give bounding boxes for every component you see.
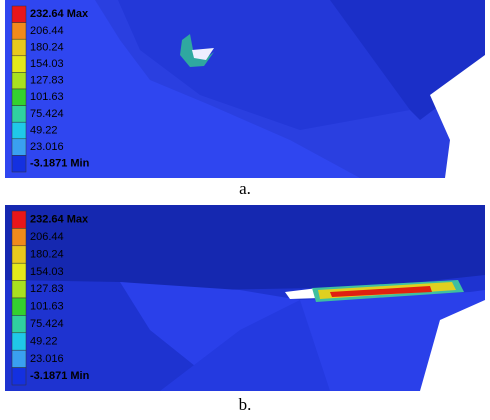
legend-label: 49.22 <box>30 124 58 136</box>
legend-swatch <box>12 23 26 40</box>
caption: b. <box>239 395 252 414</box>
legend-label: 232.64 Max <box>30 214 89 226</box>
legend-label: 49.22 <box>30 335 58 347</box>
legend-label: 75.424 <box>30 318 64 330</box>
panel-a-scene <box>5 0 485 178</box>
legend-swatch <box>12 333 26 350</box>
legend-label: 206.44 <box>30 25 64 37</box>
legend-label: -3.1871 Min <box>30 158 90 170</box>
legend-label: 180.24 <box>30 248 64 260</box>
legend-swatch <box>12 263 26 280</box>
legend-swatch <box>12 298 26 315</box>
legend-label: 23.016 <box>30 141 64 153</box>
panel-b-scene <box>5 205 485 391</box>
legend-swatch <box>12 350 26 367</box>
legend-label: 154.03 <box>30 266 64 278</box>
legend-label: 206.44 <box>30 231 64 243</box>
legend-swatch <box>12 155 26 172</box>
legend-label: 127.83 <box>30 75 64 87</box>
legend-swatch <box>12 89 26 106</box>
legend-swatch <box>12 228 26 245</box>
legend-label: 75.424 <box>30 108 64 120</box>
legend-label: 101.63 <box>30 91 64 103</box>
legend-label: 232.64 Max <box>30 8 89 20</box>
legend-label: 180.24 <box>30 41 64 53</box>
legend-label: -3.1871 Min <box>30 370 90 382</box>
figure: 232.64 Max 206.44 180.24 154.03 127.83 101.63… <box>0 0 490 420</box>
legend-label: 127.83 <box>30 283 64 295</box>
legend-swatch <box>12 315 26 332</box>
legend-label: 154.03 <box>30 58 64 70</box>
legend-label: 101.63 <box>30 301 64 313</box>
legend-swatch <box>12 246 26 263</box>
legend-swatch <box>12 39 26 56</box>
legend-swatch <box>12 368 26 385</box>
legend-swatch <box>12 56 26 73</box>
legend-swatch <box>12 122 26 139</box>
caption: a. <box>239 179 251 198</box>
legend-swatch <box>12 6 26 23</box>
legend-swatch <box>12 72 26 89</box>
legend-swatch <box>12 211 26 228</box>
legend-label: 23.016 <box>30 353 64 365</box>
legend-swatch <box>12 139 26 156</box>
legend-swatch <box>12 106 26 123</box>
legend-swatch <box>12 281 26 298</box>
